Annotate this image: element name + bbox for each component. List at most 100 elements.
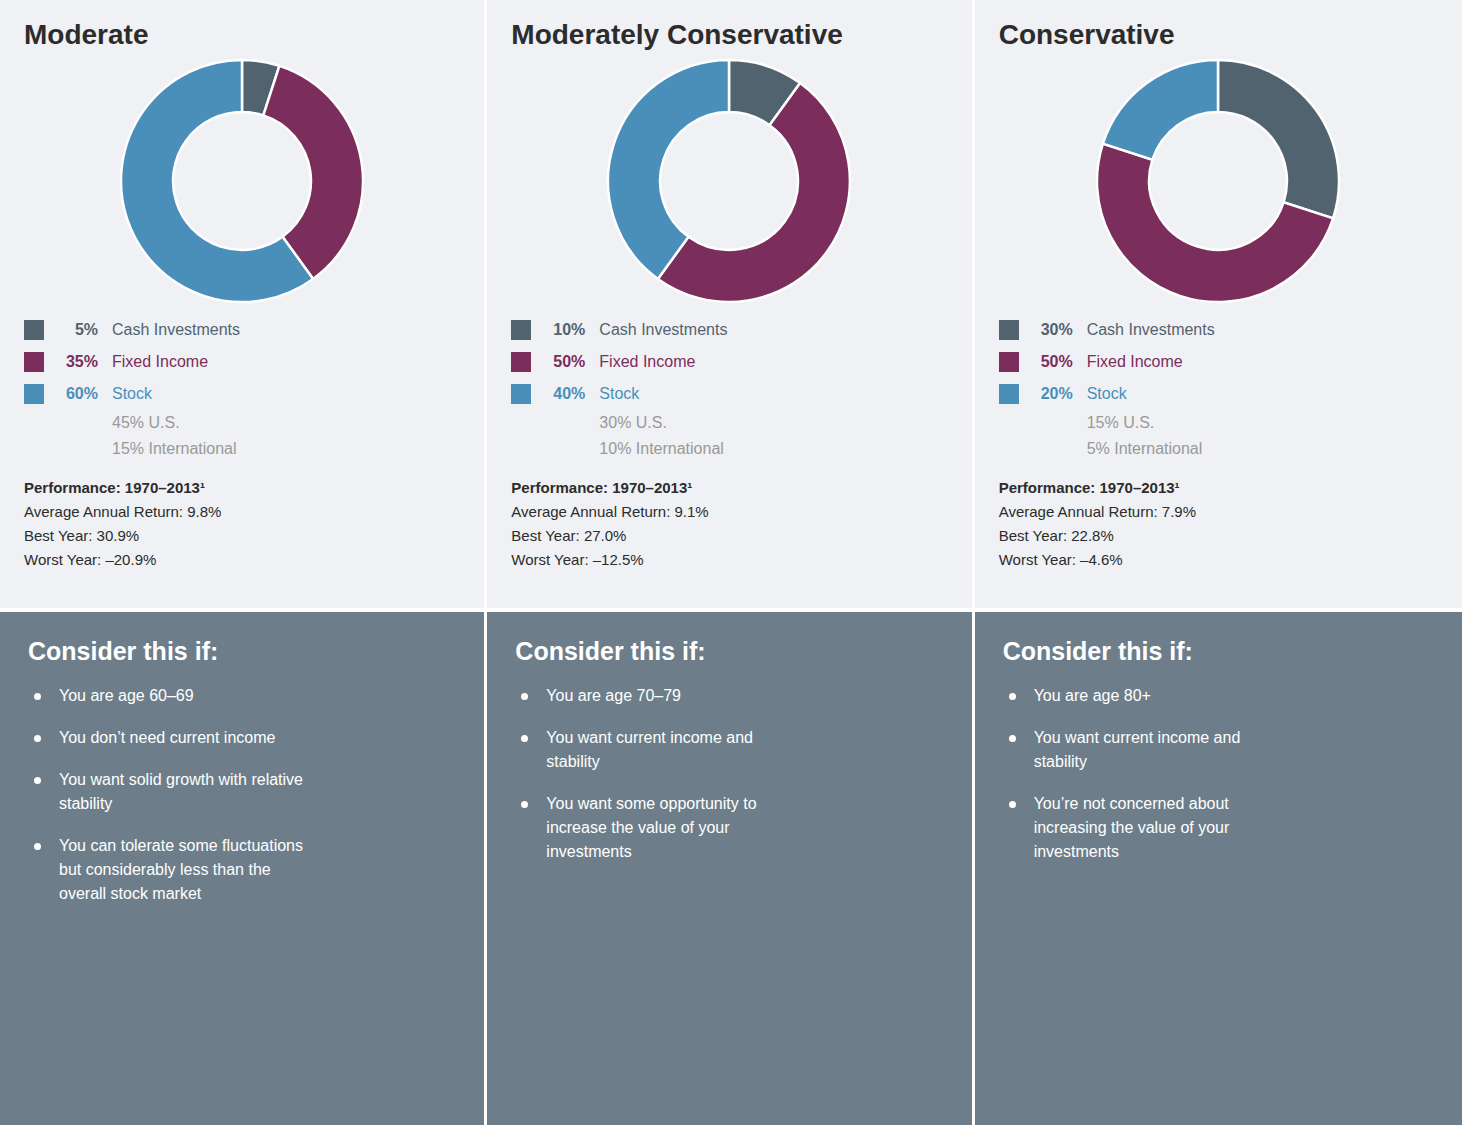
bullet-item: You can tolerate some fluctuations but c… — [28, 834, 456, 906]
legend-swatch — [24, 384, 44, 404]
legend-label: Fixed Income — [1087, 353, 1183, 371]
donut-slice — [121, 60, 313, 302]
legend-entry: 50% Fixed Income — [999, 346, 1438, 378]
legend-entry: 35%Fixed Income — [24, 346, 460, 378]
performance-line: Worst Year: –12.5% — [511, 548, 947, 572]
bullet-item: You are age 80+ — [1003, 684, 1434, 708]
legend-swatch — [999, 384, 1019, 404]
performance-line: Worst Year: –4.6% — [999, 548, 1438, 572]
legend-entry: 50% Fixed Income — [511, 346, 947, 378]
legend-entry: 20% Stock — [999, 378, 1438, 410]
performance-line: Best Year: 30.9% — [24, 524, 460, 548]
consider-title: Consider this if: — [515, 636, 943, 666]
bottom-panel: Consider this if: You are age 60–69 You do… — [0, 612, 487, 1125]
legend-percent: 50% — [537, 353, 585, 371]
legend-percent: 5% — [50, 321, 98, 339]
panels: Moderate5%Cash Investments35%Fixed Incom… — [0, 0, 1462, 1125]
bullet-dot — [1009, 693, 1016, 700]
bullet-text: You are age 60–69 — [59, 684, 194, 708]
bottom-panel: Consider this if:You are age 80+You want… — [975, 612, 1462, 1125]
performance: Performance: 1970–2013¹Average Annual Re… — [999, 476, 1438, 572]
performance-title: Performance: 1970–2013¹ — [511, 476, 947, 500]
performance-title: Performance: 1970–2013¹ — [999, 476, 1438, 500]
legend-swatch — [999, 320, 1019, 340]
bottom-panel: Consider this if: You are age 70–79 You wa… — [487, 612, 974, 1125]
legend-label: Fixed Income — [599, 353, 695, 371]
donut-slice — [1103, 60, 1218, 160]
panel-title: Moderate — [24, 18, 460, 52]
performance: Performance: 1970–2013¹Average Annual Re… — [24, 476, 460, 572]
legend-percent: 40% — [537, 385, 585, 403]
sub-legend: 30% U.S. — [511, 410, 947, 436]
sub-legend: 5% International — [999, 436, 1438, 462]
legend-label: Cash Investments — [1087, 321, 1215, 339]
legend-entry: 60% Stock — [24, 378, 460, 410]
sub-legend: 45% U.S. — [24, 410, 460, 436]
donut-slice — [608, 60, 729, 279]
performance: Performance: 1970–2013¹Average Annual Re… — [511, 476, 947, 572]
bullet-dot — [34, 735, 41, 742]
top-panel: Moderately Conservative 10% Cash Investmen… — [487, 0, 974, 612]
bullet-dot — [34, 693, 41, 700]
bullet-text: You want current income and stability — [546, 726, 753, 774]
bullet-item: You want current income and stability — [1003, 726, 1434, 774]
legend: 5% Cash Investments 35%Fixed Income 60% Stoc… — [24, 314, 460, 462]
bullet-item: You are age 70–79 — [515, 684, 943, 708]
bullet-text: You’re not concerned about increasing th… — [1034, 792, 1230, 864]
donut-chart — [1093, 56, 1343, 306]
panel-title: Conservative — [999, 18, 1438, 52]
legend-percent: 20% — [1025, 385, 1073, 403]
donut-chart — [117, 56, 367, 306]
donut-slice — [1218, 60, 1339, 218]
panel-title: Moderately Conservative — [511, 18, 947, 52]
performance-line: Worst Year: –20.9% — [24, 548, 460, 572]
legend-swatch — [24, 352, 44, 372]
top-panel: Moderate 5% Cash Investments 35%Fixed Incom… — [0, 0, 487, 612]
bullet-item: You’re not concerned about increasing th… — [1003, 792, 1434, 864]
legend-entry: 10% Cash Investments — [511, 314, 947, 346]
sub-legend: 15% U.S. — [999, 410, 1438, 436]
bullet-text: You don’t need current income — [59, 726, 275, 750]
top-panel: Conservative 30% Cash Investments 50% Fixed … — [975, 0, 1462, 612]
legend-swatch — [511, 320, 531, 340]
legend-swatch — [511, 384, 531, 404]
legend-percent: 35% — [50, 353, 98, 371]
sub-legend: 15% International — [24, 436, 460, 462]
legend-label: Stock — [599, 385, 639, 403]
legend-label: Stock — [1087, 385, 1127, 403]
legend: 30% Cash Investments 50% Fixed Income 20% Sto… — [999, 314, 1438, 462]
legend-percent: 50% — [1025, 353, 1073, 371]
legend-percent: 10% — [537, 321, 585, 339]
bullet-dot — [34, 843, 41, 850]
legend-label: Cash Investments — [112, 321, 240, 339]
performance-line: Best Year: 22.8% — [999, 524, 1438, 548]
legend-percent: 60% — [50, 385, 98, 403]
bullet-item: You want some opportunity to increase th… — [515, 792, 943, 864]
performance-line: Average Annual Return: 9.8% — [24, 500, 460, 524]
legend-entry: 5% Cash Investments — [24, 314, 460, 346]
legend-swatch — [999, 352, 1019, 372]
sub-legend: 10% International — [511, 436, 947, 462]
bullet-text: You are age 80+ — [1034, 684, 1151, 708]
bullet-text: You can tolerate some fluctuations but c… — [59, 834, 303, 906]
bullet-dot — [521, 693, 528, 700]
bullet-item: You want solid growth with relative stab… — [28, 768, 456, 816]
bullet-text: You want some opportunity to increase th… — [546, 792, 756, 864]
legend: 10% Cash Investments 50% Fixed Income 40% Sto… — [511, 314, 947, 462]
legend-percent: 30% — [1025, 321, 1073, 339]
bullet-dot — [521, 801, 528, 808]
donut-slice — [1097, 143, 1333, 301]
bullet-dot — [521, 735, 528, 742]
bullet-text: You want solid growth with relative stab… — [59, 768, 303, 816]
bullet-item: You want current income and stability — [515, 726, 943, 774]
bullet-item: You don’t need current income — [28, 726, 456, 750]
bullet-item: You are age 60–69 — [28, 684, 456, 708]
legend-swatch — [24, 320, 44, 340]
legend-swatch — [511, 352, 531, 372]
performance-line: Average Annual Return: 9.1% — [511, 500, 947, 524]
legend-label: Cash Investments — [599, 321, 727, 339]
bullet-text: You are age 70–79 — [546, 684, 681, 708]
legend-label: Stock — [112, 385, 152, 403]
consider-title: Consider this if: — [28, 636, 456, 666]
bullet-dot — [1009, 735, 1016, 742]
